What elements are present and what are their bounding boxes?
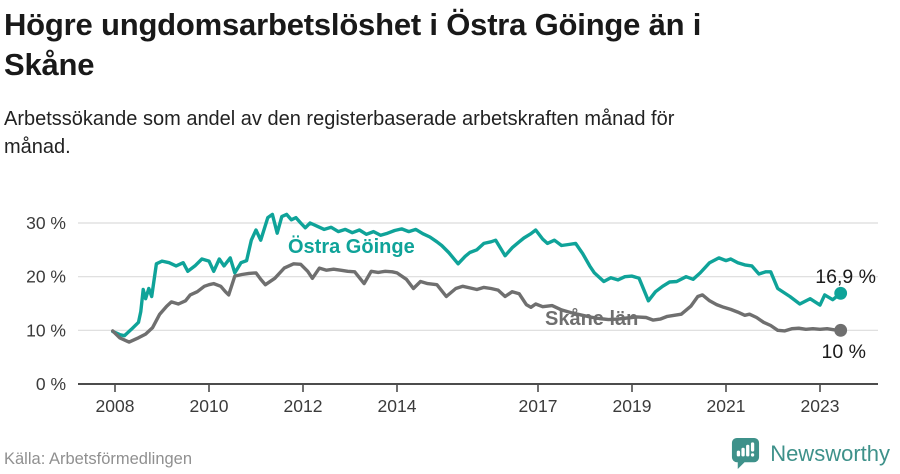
series-line-sk-ne-l-n [110, 262, 843, 344]
newsworthy-brand: Newsworthy [730, 437, 890, 470]
gridlines-group: 0 % 10 % 20 % 30 % [26, 213, 878, 394]
logo-bar-large [746, 444, 750, 457]
x-tick-label-2010: 2010 [190, 396, 229, 416]
series-label--stra-g-inge: Östra Göinge [288, 235, 415, 258]
y-tick-label-30: 30 % [26, 213, 66, 233]
series-line--stra-g-inge [110, 212, 843, 338]
end-value-label-sk-ne-l-n: 10 % [822, 341, 866, 363]
y-tick-label-0: 0 % [36, 374, 66, 394]
y-tick-label-10: 10 % [26, 320, 66, 340]
series-end-dot-sk-ne-l-n [834, 323, 848, 337]
line-chart: 0 % 10 % 20 % 30 % 2008 2010 2012 2014 2017 2019… [26, 212, 878, 416]
series-end-dot--stra-g-inge [834, 286, 848, 300]
x-tick-label-2019: 2019 [613, 396, 652, 416]
chart-subtitle: Arbetssökande som andel av den registerb… [4, 108, 675, 158]
x-tick-label-2012: 2012 [284, 396, 323, 416]
x-tick-label-2014: 2014 [378, 396, 417, 416]
logo-exclamation-dot [751, 453, 755, 457]
x-tick-label-2023: 2023 [801, 396, 840, 416]
labels-group: Östra Göinge 16,9 % Skåne län 10 % [288, 235, 876, 363]
logo-bar-small [736, 450, 741, 457]
page-title: Högre ungdomsarbetslöshet i Östra Göinge… [4, 7, 702, 82]
end-value-label--stra-g-inge: 16,9 % [815, 266, 876, 288]
y-tick-label-20: 20 % [26, 267, 66, 287]
source-note: Källa: Arbetsförmedlingen [4, 450, 193, 468]
x-tick-label-2021: 2021 [707, 396, 746, 416]
logo-exclamation-stem [751, 442, 755, 452]
logo-bar-medium [741, 447, 745, 457]
brand-name: Newsworthy [770, 440, 890, 466]
series-label-sk-ne-l-n: Skåne län [545, 307, 638, 330]
series-group [110, 212, 848, 344]
x-tick-label-2008: 2008 [96, 396, 135, 416]
newsworthy-logo-icon [732, 438, 760, 469]
axis-group: 2008 2010 2012 2014 2017 2019 2021 2023 [78, 383, 878, 416]
x-tick-label-2017: 2017 [519, 396, 558, 416]
